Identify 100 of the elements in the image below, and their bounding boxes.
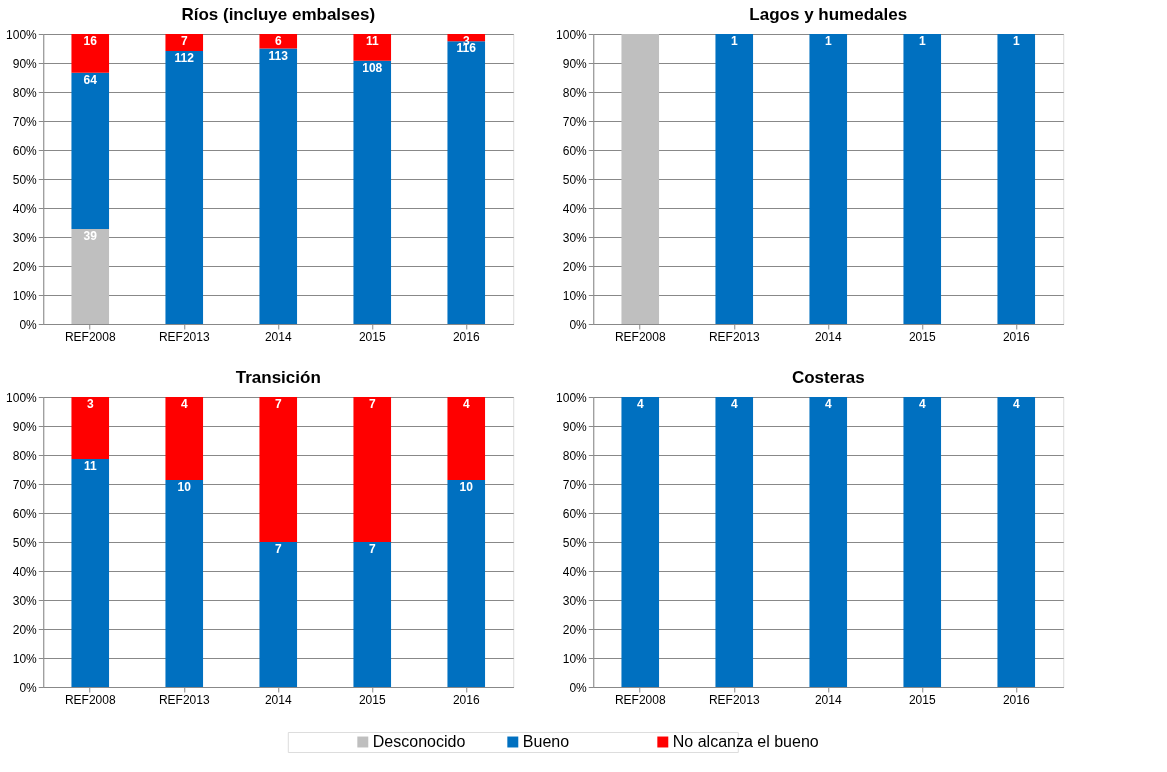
bar bbox=[353, 542, 392, 687]
y-tick-label: 20% bbox=[12, 259, 38, 274]
legend-label: Desconocido bbox=[372, 733, 466, 750]
annotation: 7 bbox=[180, 34, 188, 48]
x-tick-label: 2015 bbox=[908, 692, 936, 707]
y-tick-label: 40% bbox=[562, 201, 588, 216]
bar bbox=[447, 397, 486, 480]
bar bbox=[447, 479, 486, 687]
y-tick-label: 10% bbox=[12, 651, 38, 666]
x-tick-label: 2015 bbox=[358, 329, 386, 344]
bar bbox=[71, 397, 110, 460]
annotation: 4 bbox=[462, 397, 470, 411]
annotation: 108 bbox=[362, 60, 383, 75]
y-tick-label: 50% bbox=[12, 535, 38, 550]
bar bbox=[71, 459, 110, 687]
y-tick-label: 40% bbox=[12, 201, 38, 216]
y-tick-label: 0% bbox=[19, 680, 38, 695]
x-tick-label: 2015 bbox=[908, 329, 936, 344]
x-tick-label: REF2008 bbox=[614, 329, 666, 344]
y-tick-label: 60% bbox=[12, 143, 38, 158]
x-tick-label: 2015 bbox=[358, 692, 386, 707]
annotation: 10 bbox=[459, 479, 474, 494]
x-tick-label: 2014 bbox=[814, 692, 842, 707]
annotation: 4 bbox=[1012, 397, 1020, 411]
y-tick-label: 0% bbox=[569, 680, 588, 695]
annotation: 16 bbox=[83, 34, 98, 48]
x-tick-label: REF2008 bbox=[64, 329, 116, 344]
annotation: 39 bbox=[83, 228, 98, 243]
y-tick-label: 10% bbox=[562, 288, 588, 303]
x-tick-label: 2014 bbox=[814, 329, 842, 344]
y-tick-label: 20% bbox=[562, 622, 588, 637]
x-tick-label: 2014 bbox=[264, 329, 292, 344]
annotation: 11 bbox=[365, 34, 379, 48]
x-tick-label: 2016 bbox=[452, 329, 480, 344]
y-tick-label: 10% bbox=[562, 651, 588, 666]
annotation: 7 bbox=[274, 542, 282, 556]
bar bbox=[353, 60, 392, 324]
annotation: 1 bbox=[730, 34, 738, 48]
y-tick-label: 80% bbox=[562, 448, 588, 463]
y-tick-label: 80% bbox=[12, 85, 38, 100]
y-tick-label: 100% bbox=[6, 390, 38, 405]
y-tick-label: 100% bbox=[6, 27, 38, 42]
x-tick-label: REF2008 bbox=[64, 692, 116, 707]
bar bbox=[165, 51, 204, 324]
y-tick-label: 30% bbox=[12, 230, 38, 245]
annotation: 4 bbox=[636, 397, 644, 411]
y-tick-label: 80% bbox=[562, 85, 588, 100]
bar bbox=[71, 228, 110, 324]
y-tick-label: 50% bbox=[12, 172, 38, 187]
legend-label: No alcanza el bueno bbox=[672, 733, 819, 750]
y-tick-label: 90% bbox=[562, 56, 588, 71]
y-tick-label: 50% bbox=[562, 172, 588, 187]
y-tick-label: 30% bbox=[562, 230, 588, 245]
y-tick-label: 0% bbox=[19, 317, 38, 332]
annotation: 4 bbox=[918, 397, 926, 411]
y-tick-label: 20% bbox=[562, 259, 588, 274]
annotation: 112 bbox=[174, 51, 195, 66]
annotation: 64 bbox=[83, 72, 98, 87]
annotation: 1 bbox=[918, 34, 926, 48]
bar bbox=[353, 397, 392, 542]
annotation: 1 bbox=[1012, 34, 1020, 48]
bar bbox=[71, 72, 110, 229]
bar bbox=[165, 479, 204, 687]
annotation: 6 bbox=[274, 34, 282, 48]
annotation: 1 bbox=[824, 34, 832, 48]
y-tick-label: 70% bbox=[562, 114, 588, 129]
annotation: 11 bbox=[83, 459, 97, 474]
x-tick-label: REF2013 bbox=[158, 692, 210, 707]
y-tick-label: 30% bbox=[12, 593, 38, 608]
bar bbox=[259, 542, 298, 687]
y-tick-label: 30% bbox=[562, 593, 588, 608]
y-tick-label: 100% bbox=[556, 27, 588, 42]
chart-title: Lagos y humedales bbox=[749, 5, 908, 24]
y-tick-label: 90% bbox=[562, 419, 588, 434]
bar bbox=[71, 34, 110, 73]
x-tick-label: 2016 bbox=[1002, 329, 1030, 344]
annotation: 4 bbox=[730, 397, 738, 411]
y-tick-label: 80% bbox=[12, 448, 38, 463]
x-tick-label: 2014 bbox=[264, 692, 292, 707]
chart-title: Ríos (incluye embalses) bbox=[181, 5, 376, 24]
annotation: 10 bbox=[177, 479, 192, 494]
y-tick-label: 60% bbox=[12, 506, 38, 521]
bar bbox=[165, 34, 204, 52]
x-tick-label: REF2013 bbox=[708, 329, 760, 344]
bar bbox=[259, 397, 298, 542]
y-tick-label: 40% bbox=[562, 564, 588, 579]
y-tick-label: 10% bbox=[12, 288, 38, 303]
x-tick-label: REF2008 bbox=[614, 692, 666, 707]
annotation: 7 bbox=[368, 542, 376, 556]
y-tick-label: 40% bbox=[12, 564, 38, 579]
y-tick-label: 60% bbox=[562, 506, 588, 521]
x-tick-label: 2016 bbox=[452, 692, 480, 707]
y-tick-label: 70% bbox=[12, 114, 38, 129]
y-tick-label: 50% bbox=[562, 535, 588, 550]
bar bbox=[353, 34, 392, 61]
legend-label: Bueno bbox=[522, 733, 570, 750]
annotation: 3 bbox=[86, 397, 94, 411]
x-tick-label: REF2013 bbox=[708, 692, 760, 707]
y-tick-label: 60% bbox=[562, 143, 588, 158]
chart-title: Transición bbox=[235, 368, 321, 387]
